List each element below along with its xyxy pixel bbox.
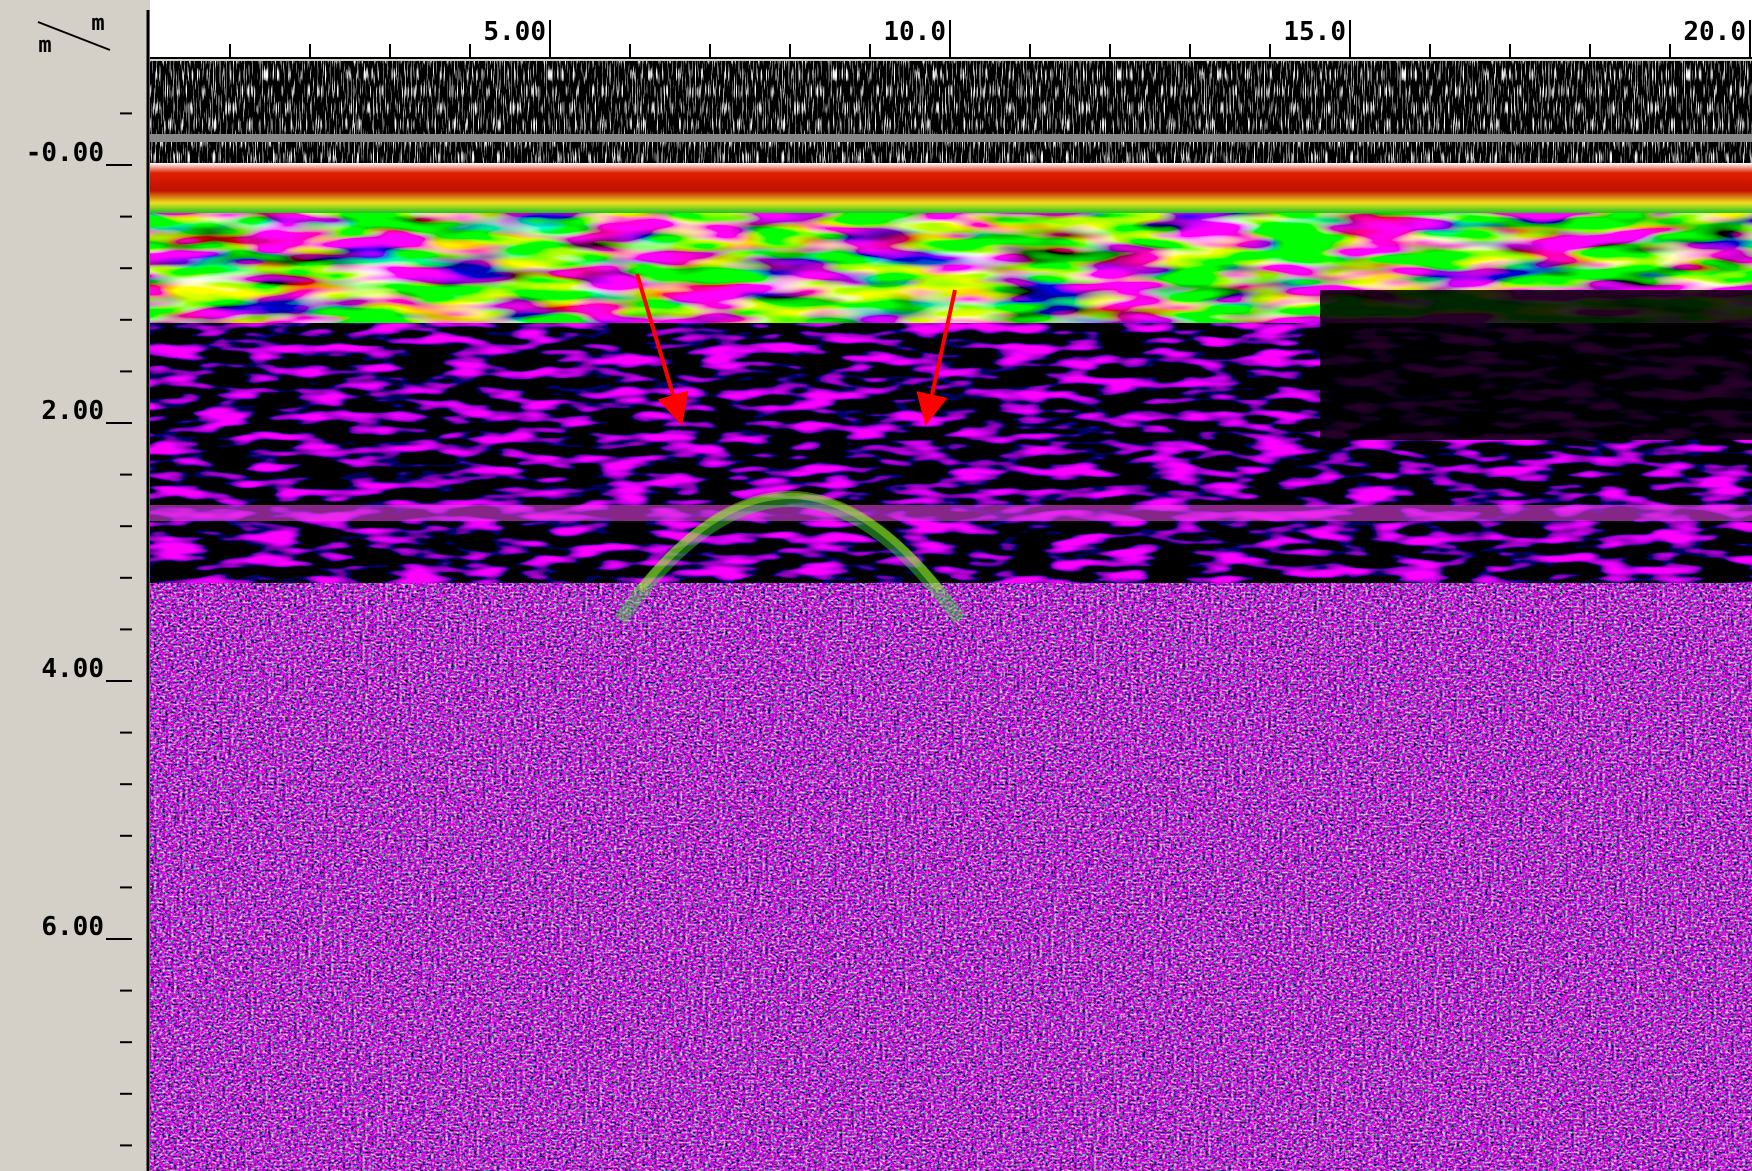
x-tick-label: 5.00 <box>483 17 546 47</box>
gray-line <box>150 134 1752 142</box>
annotation-arrow <box>916 289 957 426</box>
hyperbola <box>614 493 966 625</box>
y-ruler <box>0 0 150 1171</box>
x-tick-label: 10.0 <box>883 17 946 47</box>
y-tick-label: -0.00 <box>26 138 104 168</box>
magenta-layer <box>150 505 1752 521</box>
x-tick-label: 20.0 <box>1683 17 1746 47</box>
surface-reflection <box>150 163 1752 213</box>
dark-zone <box>1320 290 1752 440</box>
unit-divider <box>37 21 111 51</box>
radargram-image <box>150 61 1752 1171</box>
x-unit: m <box>91 11 104 36</box>
x-tick-label: 15.0 <box>1283 17 1346 47</box>
annotation-arrow <box>635 273 689 426</box>
deep-noise <box>150 583 1752 1171</box>
y-unit: m <box>38 33 51 58</box>
hyperbola <box>636 491 944 593</box>
y-tick-label: 6.00 <box>41 912 104 942</box>
ticks: 5.00 10.0 15.0 20.0 -0.00 2.00 4.00 6.00 <box>26 17 1751 1147</box>
air-wave-band <box>150 61 1752 163</box>
y-tick-label: 2.00 <box>41 396 104 426</box>
y-tick-label: 4.00 <box>41 654 104 684</box>
